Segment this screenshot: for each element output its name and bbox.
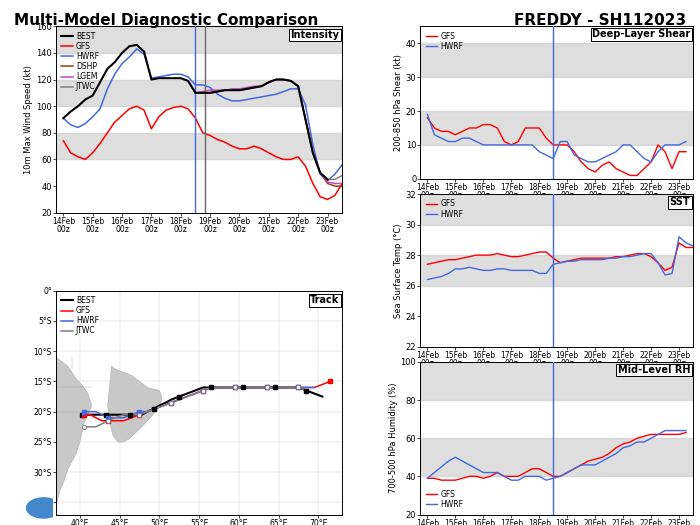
Bar [421, 438, 693, 476]
Text: Deep-Layer Shear: Deep-Layer Shear [592, 29, 690, 39]
Bar [421, 362, 693, 400]
Bar [56, 26, 342, 53]
Text: CIRA: CIRA [13, 503, 38, 513]
Text: Intensity: Intensity [290, 30, 340, 40]
Y-axis label: 10m Max Wind Speed (kt): 10m Max Wind Speed (kt) [25, 65, 33, 174]
Legend: GFS, HWRF: GFS, HWRF [424, 198, 465, 220]
Text: Mid-Level RH: Mid-Level RH [618, 365, 690, 375]
Legend: BEST, GFS, HWRF, JTWC: BEST, GFS, HWRF, JTWC [60, 295, 100, 337]
Legend: BEST, GFS, HWRF, DSHP, LGEM, JTWC: BEST, GFS, HWRF, DSHP, LGEM, JTWC [60, 30, 100, 93]
Y-axis label: Sea Surface Temp (°C): Sea Surface Temp (°C) [394, 223, 403, 318]
Circle shape [27, 498, 61, 518]
Y-axis label: 700-500 hPa Humidity (%): 700-500 hPa Humidity (%) [389, 383, 398, 493]
Text: Multi-Model Diagnostic Comparison: Multi-Model Diagnostic Comparison [14, 13, 318, 28]
Text: Track: Track [310, 295, 340, 305]
Legend: GFS, HWRF: GFS, HWRF [424, 30, 465, 52]
Bar [56, 79, 342, 106]
Bar [421, 194, 693, 225]
Text: FREDDY - SH112023: FREDDY - SH112023 [514, 13, 686, 28]
Bar [421, 111, 693, 145]
Y-axis label: 200-850 hPa Shear (kt): 200-850 hPa Shear (kt) [394, 54, 403, 151]
Bar [421, 255, 693, 286]
Bar [56, 133, 342, 160]
Bar [421, 43, 693, 77]
Legend: GFS, HWRF: GFS, HWRF [424, 488, 465, 511]
Polygon shape [56, 357, 92, 514]
Text: SST: SST [670, 197, 690, 207]
Polygon shape [108, 366, 162, 442]
